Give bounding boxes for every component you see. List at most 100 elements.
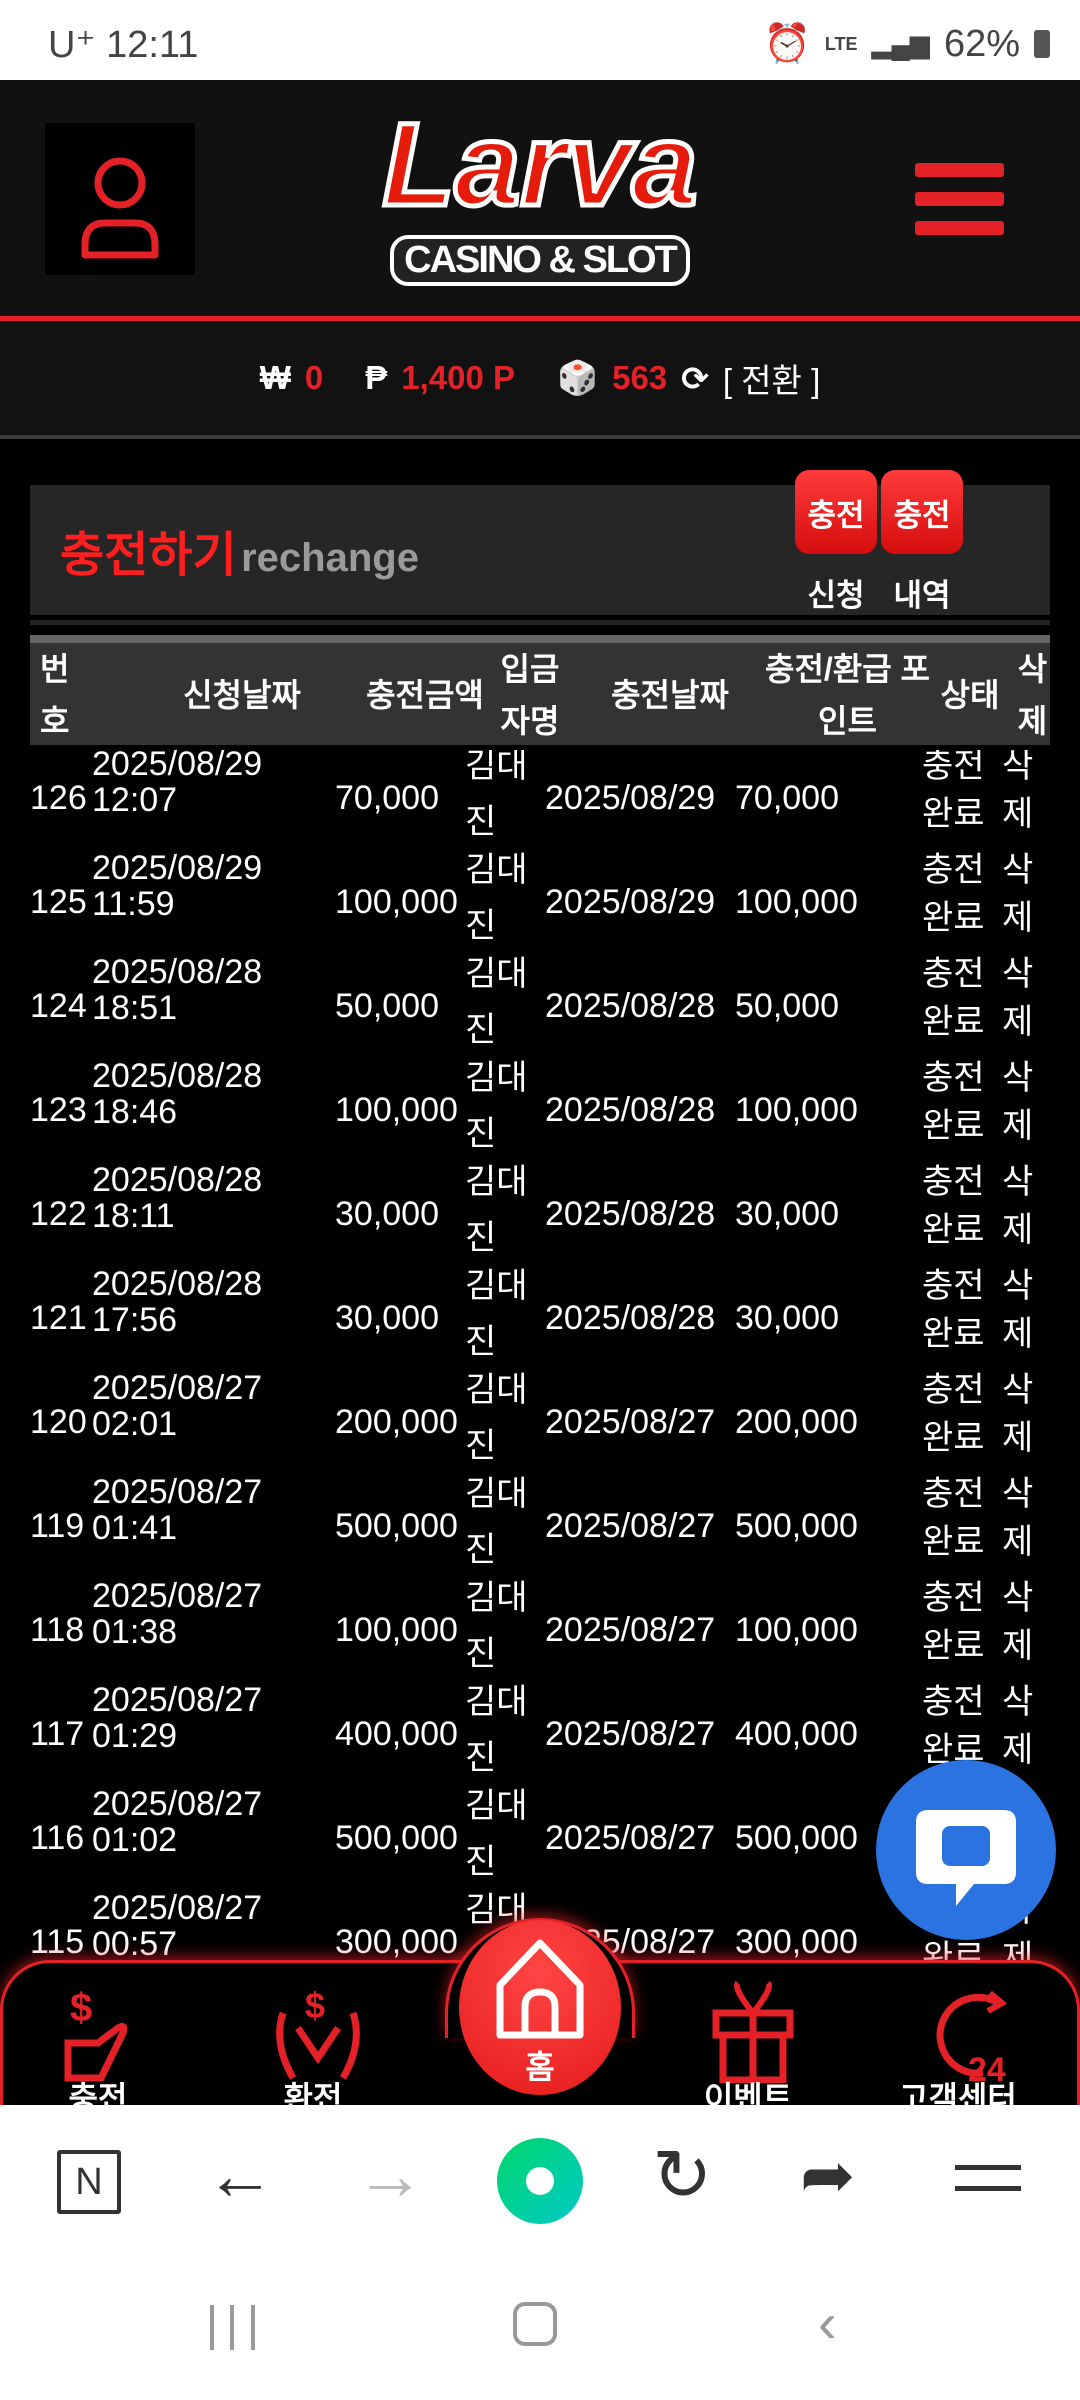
nav-home[interactable]: 홈 <box>459 1920 621 2095</box>
cell-no: 123 <box>30 1091 87 1129</box>
cell-no: 119 <box>30 1507 85 1545</box>
cell-points: 50,000 <box>735 987 839 1025</box>
battery-icon <box>1034 30 1050 58</box>
cell-date: 2025/08/28 <box>92 1265 263 1303</box>
cell-amount: 300,000 <box>335 1923 458 1960</box>
cell-name: 김대 진 <box>465 1163 528 1257</box>
recharge-apply-caption[interactable]: 신청 <box>807 578 865 613</box>
cell-delete[interactable]: 삭 제 <box>1002 1163 1034 1249</box>
browser-home-button[interactable] <box>497 2138 583 2224</box>
cell-delete[interactable]: 삭 제 <box>1002 1267 1034 1353</box>
nav-event[interactable]: 이벤트 <box>673 1973 823 2116</box>
recharge-apply-button[interactable]: 충전 <box>795 470 877 554</box>
cell-charge-date: 2025/08/28 <box>545 1091 716 1129</box>
cell-charge-date: 2025/08/28 <box>545 1195 716 1233</box>
cell-delete[interactable]: 삭 제 <box>1002 1371 1034 1457</box>
cell-status: 충전 완료 <box>922 1059 985 1145</box>
nav-home-label: 홈 <box>525 2049 555 2085</box>
table-row: 121 2025/08/28 17:56 30,000 김대 진 2025/08/28 30… <box>0 1265 1080 1374</box>
cell-time: 00:57 <box>92 1925 178 1960</box>
cell-charge-date: 2025/08/28 <box>545 987 716 1025</box>
back-button[interactable]: ← <box>205 2135 275 2215</box>
cell-date: 2025/08/28 <box>92 953 263 991</box>
cell-charge-date: 2025/08/27 <box>545 1715 716 1753</box>
cell-status: 충전 완료 <box>922 1267 985 1353</box>
back-sys-button[interactable]: ‹ <box>818 2290 837 2355</box>
cell-time: 01:02 <box>92 1821 178 1859</box>
svg-text:24: 24 <box>968 2051 1006 2083</box>
cell-amount: 200,000 <box>335 1403 458 1441</box>
logo-sub: CASINO & SLOT <box>390 235 690 286</box>
forward-button[interactable]: → <box>355 2135 425 2215</box>
cell-status: 충전 완료 <box>922 1163 985 1249</box>
cell-no: 118 <box>30 1611 85 1649</box>
status-icons: ⏰ LTE ▂▄▆ 62% <box>764 22 1050 66</box>
cell-date: 2025/08/27 <box>92 1889 263 1927</box>
alarm-icon: ⏰ <box>763 23 811 65</box>
svg-text:$: $ <box>305 1985 325 2026</box>
recharge-history-button[interactable]: 충전 <box>881 470 963 554</box>
battery-level: 62% <box>943 22 1020 65</box>
recents-icon <box>230 2305 234 2350</box>
table-row: 123 2025/08/28 18:46 100,000 김대 진 2025/08/28 1… <box>0 1057 1080 1166</box>
cell-date: 2025/08/29 <box>92 849 263 887</box>
cell-charge-date: 2025/08/28 <box>545 1299 716 1337</box>
recents-button[interactable] <box>210 2305 255 2350</box>
home-icon <box>496 1939 584 2039</box>
cell-status: 충전 완료 <box>922 1475 985 1561</box>
cell-time: 18:11 <box>92 1197 175 1235</box>
cell-time: 01:29 <box>92 1717 178 1755</box>
cell-delete[interactable]: 삭 제 <box>1002 955 1034 1041</box>
cell-delete[interactable]: 삭 제 <box>1002 1059 1034 1145</box>
cell-points: 500,000 <box>735 1507 858 1545</box>
cell-status: 충전 완료 <box>922 750 985 833</box>
page-subtitle: rechange <box>241 536 419 580</box>
cell-delete[interactable]: 삭 제 <box>1002 1683 1034 1769</box>
cell-time: 11:59 <box>92 885 175 923</box>
site-logo[interactable]: Larva CASINO & SLOT <box>375 95 705 300</box>
share-button[interactable]: ➦ <box>800 2137 855 2214</box>
header-divider <box>0 316 1080 321</box>
refresh-icon[interactable]: ⟳ <box>681 359 709 397</box>
cell-points: 70,000 <box>735 779 839 817</box>
signal-icon: ▂▄▆ <box>871 28 930 59</box>
cell-date: 2025/08/27 <box>92 1577 263 1615</box>
cell-delete[interactable]: 삭 제 <box>1002 1475 1034 1561</box>
gift-icon <box>712 1980 794 2084</box>
nav-exchange[interactable]: $ 환전 <box>238 1973 388 2116</box>
cell-no: 122 <box>30 1195 87 1233</box>
naver-icon: N <box>75 2161 103 2203</box>
cell-delete[interactable]: 삭 제 <box>1002 750 1034 833</box>
nav-charge[interactable]: $ 충전 <box>23 1973 173 2116</box>
cell-points: 100,000 <box>735 883 858 921</box>
cell-date: 2025/08/27 <box>92 1681 263 1719</box>
switch-button[interactable]: [ 전환 ] <box>722 362 821 399</box>
column-header: 충전날짜 <box>611 677 729 713</box>
cell-amount: 100,000 <box>335 883 458 921</box>
recharge-history-caption[interactable]: 내역 <box>893 578 951 613</box>
cell-delete[interactable]: 삭 제 <box>1002 1579 1034 1665</box>
browser-menu-button[interactable] <box>955 2165 1021 2191</box>
chevron-left-icon: ‹ <box>818 2291 837 2354</box>
cell-no: 115 <box>30 1923 85 1960</box>
cell-delete[interactable]: 삭 제 <box>1002 851 1034 937</box>
column-header: 번 호 <box>40 651 70 739</box>
naver-button[interactable]: N <box>57 2150 121 2214</box>
chat-button[interactable] <box>876 1760 1056 1940</box>
nav-support[interactable]: 24 고객센터 <box>883 1973 1033 2116</box>
cell-date: 2025/08/27 <box>92 1473 263 1511</box>
dice-icon: 🎲 <box>557 358 599 396</box>
user-button[interactable] <box>45 123 195 275</box>
reload-button[interactable]: ↻ <box>652 2133 712 2217</box>
cell-points: 400,000 <box>735 1715 858 1753</box>
cell-charge-date: 2025/08/29 <box>545 779 716 817</box>
cell-name: 김대 진 <box>465 1787 528 1881</box>
table-row: 126 2025/08/29 12:07 70,000 김대 진 2025/08/29 70… <box>0 750 1080 854</box>
menu-button[interactable] <box>912 155 1007 245</box>
column-header: 상태 <box>940 677 1000 713</box>
cell-points: 30,000 <box>735 1195 839 1233</box>
cell-amount: 100,000 <box>335 1091 458 1129</box>
home-sys-button[interactable] <box>513 2302 557 2346</box>
cell-points: 100,000 <box>735 1611 858 1649</box>
column-header: 충전/환급 포 인트 <box>765 651 930 739</box>
